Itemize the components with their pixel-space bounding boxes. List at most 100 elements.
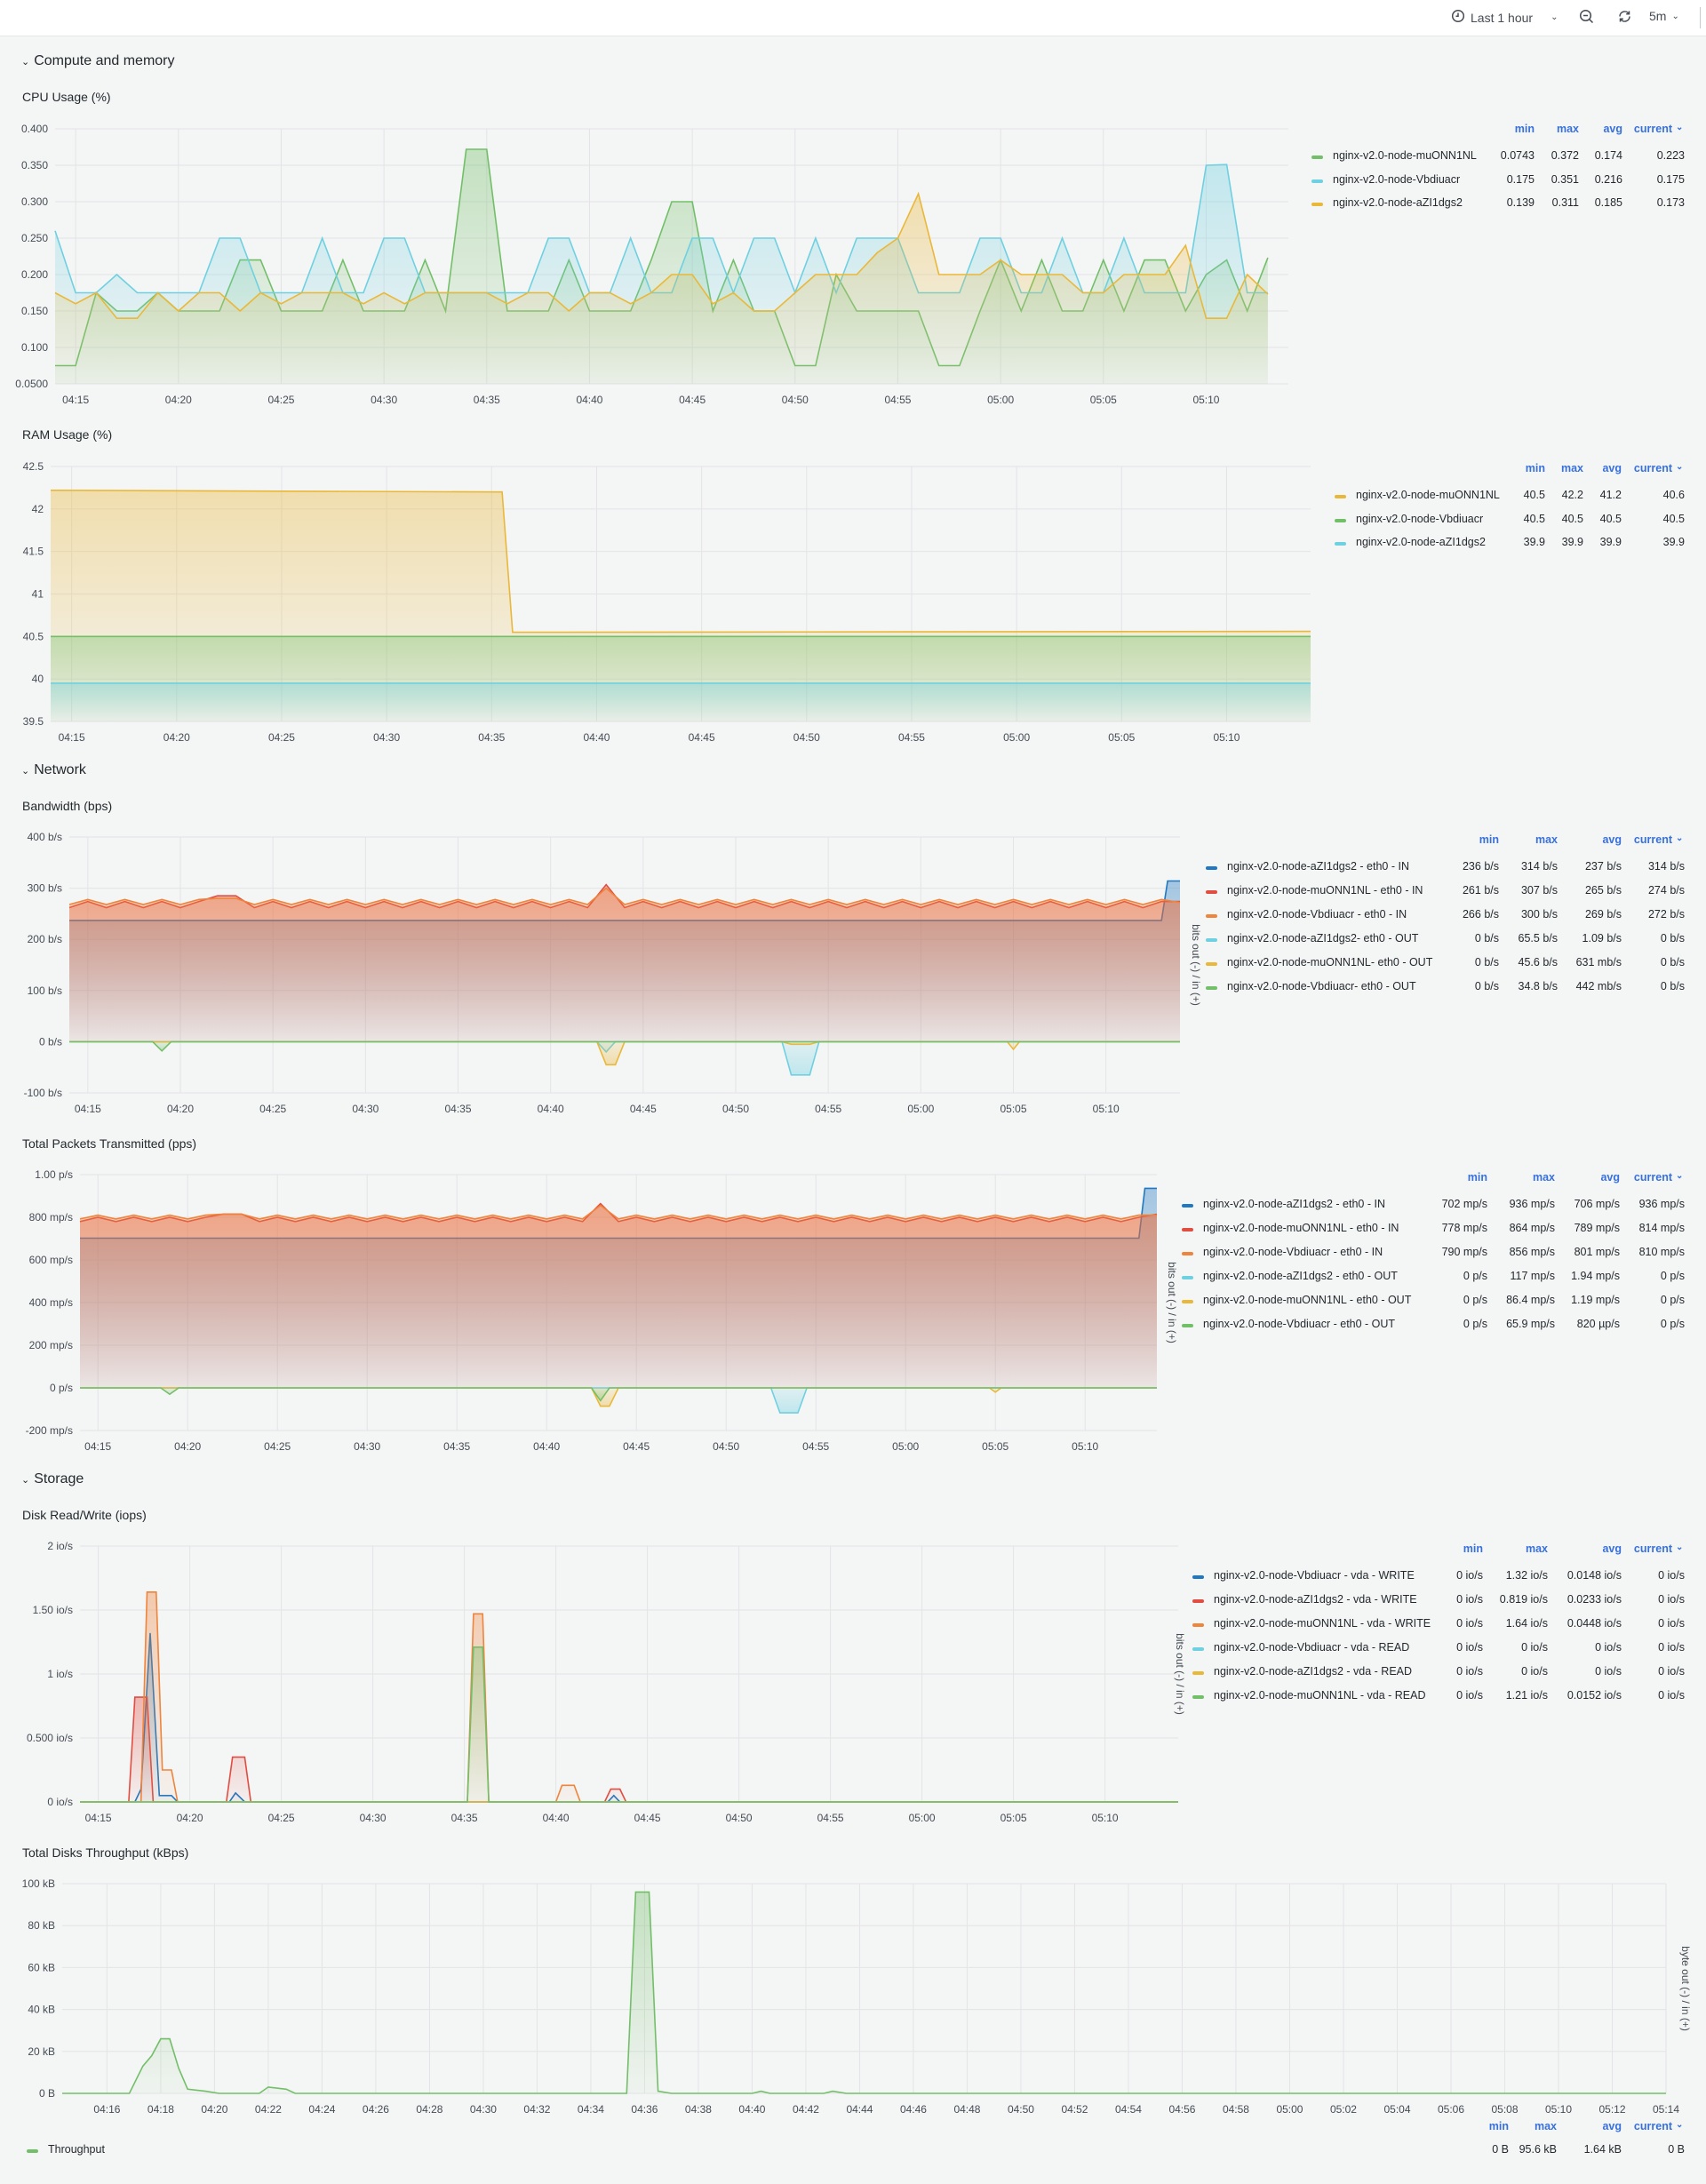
series-line[interactable] — [79, 1204, 1157, 1220]
series-line[interactable] — [50, 490, 1311, 634]
legend-series-name[interactable]: nginx-v2.0-node-aZI1dgs2 — [1333, 196, 1463, 209]
legend-series-name[interactable]: nginx-v2.0-node-Vbdiuacr — [1356, 512, 1484, 525]
legend-header-min[interactable]: min — [1525, 462, 1545, 474]
legend-series-name[interactable]: nginx-v2.0-node-aZI1dgs2 - eth0 - IN — [1203, 1198, 1385, 1210]
legend-header-max[interactable]: max — [1556, 123, 1579, 135]
legend-series-name[interactable]: nginx-v2.0-node-aZI1dgs2- eth0 - OUT — [1227, 932, 1419, 945]
x-tick-label: 04:20 — [201, 2103, 227, 2116]
y-tick-label: 42.5 — [23, 460, 44, 473]
legend-header-avg[interactable]: avg — [1603, 123, 1622, 135]
series-line[interactable] — [80, 1696, 1178, 1803]
series-line[interactable] — [54, 191, 1269, 319]
legend-header-min[interactable]: min — [1463, 1542, 1483, 1555]
legend-header-max[interactable]: max — [1534, 2120, 1557, 2132]
sort-chevron-icon[interactable]: ⌄ — [1676, 2120, 1684, 2130]
legend-header-current[interactable]: current — [1633, 833, 1672, 846]
x-tick-label: 05:00 — [1276, 2103, 1303, 2116]
legend-header-current[interactable]: current — [1633, 462, 1672, 474]
legend-series-name[interactable]: nginx-v2.0-node-muONN1NL — [1333, 149, 1477, 162]
legend-header-min[interactable]: min — [1488, 2120, 1509, 2132]
legend-series-name[interactable]: nginx-v2.0-node-muONN1NL - eth0 - OUT — [1203, 1294, 1412, 1306]
legend-series-name[interactable]: nginx-v2.0-node-Vbdiuacr - eth0 - IN — [1227, 908, 1407, 921]
y-tick-label: 41.5 — [23, 546, 44, 558]
series-color-swatch — [1192, 1575, 1204, 1579]
legend-series-name[interactable]: nginx-v2.0-node-aZI1dgs2 — [1356, 536, 1486, 548]
legend-header-max[interactable]: max — [1535, 833, 1558, 846]
legend-current-value: 0.173 — [1656, 196, 1685, 209]
x-tick-label: 04:15 — [59, 731, 85, 744]
x-tick-label: 04:55 — [817, 1812, 844, 1824]
x-tick-label: 05:14 — [1653, 2103, 1679, 2116]
legend-header-current[interactable]: current — [1633, 123, 1672, 135]
legend-series-name[interactable]: nginx-v2.0-node-muONN1NL — [1356, 489, 1500, 501]
sort-chevron-icon[interactable]: ⌄ — [1676, 833, 1684, 843]
series-line[interactable] — [69, 1040, 1180, 1052]
legend-header-avg[interactable]: avg — [1602, 462, 1622, 474]
series-line[interactable] — [69, 1040, 1180, 1066]
legend-header-current[interactable]: current — [1633, 2120, 1672, 2132]
legend-max-value: 42.2 — [1561, 489, 1583, 501]
refresh-interval-picker[interactable]: 5m ⌄ — [1649, 9, 1679, 23]
legend-min-value: 790 mp/s — [1441, 1246, 1487, 1258]
legend-current-value: 0 io/s — [1658, 1689, 1685, 1702]
legend-header-max[interactable]: max — [1525, 1542, 1548, 1555]
legend-series-name[interactable]: nginx-v2.0-node-aZI1dgs2 - vda - READ — [1214, 1665, 1413, 1678]
sort-chevron-icon[interactable]: ⌄ — [1676, 1171, 1684, 1181]
legend-header-min[interactable]: min — [1514, 123, 1535, 135]
legend-header-current[interactable]: current — [1633, 1171, 1672, 1184]
legend-series-name[interactable]: nginx-v2.0-node-Vbdiuacr - vda - WRITE — [1214, 1569, 1415, 1582]
chevron-down-icon: ⌄ — [21, 766, 30, 777]
legend-min-value: 266 b/s — [1462, 908, 1499, 921]
sort-chevron-icon[interactable]: ⌄ — [1676, 462, 1684, 472]
series-line[interactable] — [80, 1646, 1178, 1803]
legend-avg-value: 237 b/s — [1584, 860, 1622, 873]
zoom-out-button[interactable] — [1579, 9, 1594, 27]
x-tick-label: 04:55 — [802, 1440, 829, 1453]
legend-series-name[interactable]: Throughput — [48, 2143, 105, 2156]
series-line[interactable] — [62, 1891, 1666, 2094]
sort-chevron-icon[interactable]: ⌄ — [1676, 1542, 1684, 1552]
legend-current-value: 810 mp/s — [1638, 1246, 1685, 1258]
legend-series-name[interactable]: nginx-v2.0-node-Vbdiuacr — [1333, 172, 1461, 186]
legend-series-name[interactable]: nginx-v2.0-node-muONN1NL - eth0 - IN — [1227, 884, 1423, 897]
legend-series-name[interactable]: nginx-v2.0-node-Vbdiuacr- eth0 - OUT — [1227, 980, 1416, 992]
legend-header-max[interactable]: max — [1532, 1171, 1555, 1184]
sort-chevron-icon[interactable]: ⌄ — [1676, 123, 1684, 132]
legend-header-avg[interactable]: avg — [1602, 2120, 1622, 2132]
legend-header-max[interactable]: max — [1560, 462, 1583, 474]
thr-chart: 0 B 20 kB 40 kB 60 kB 80 kB 100 kB 04:16 04:18 0… — [22, 1877, 1692, 2116]
legend-series-name[interactable]: nginx-v2.0-node-aZI1dgs2 - vda - WRITE — [1214, 1593, 1417, 1606]
legend-header-min[interactable]: min — [1479, 833, 1499, 846]
legend-current-value: 0 io/s — [1658, 1641, 1685, 1654]
legend-series-name[interactable]: nginx-v2.0-node-muONN1NL - vda - WRITE — [1214, 1617, 1431, 1630]
series-color-swatch — [1182, 1252, 1193, 1255]
legend-series-name[interactable]: nginx-v2.0-node-muONN1NL- eth0 - OUT — [1227, 956, 1433, 968]
series-color-swatch — [1182, 1300, 1193, 1303]
refresh-icon — [1617, 9, 1632, 27]
legend-series-name[interactable]: nginx-v2.0-node-Vbdiuacr - eth0 - OUT — [1203, 1318, 1396, 1330]
legend-avg-value: 1.19 mp/s — [1571, 1294, 1620, 1306]
legend-header-avg[interactable]: avg — [1602, 833, 1622, 846]
series-line[interactable] — [68, 887, 1181, 905]
legend-series-name[interactable]: nginx-v2.0-node-muONN1NL - eth0 - IN — [1203, 1222, 1399, 1234]
series-color-swatch — [1206, 986, 1217, 990]
row-compute-and-memory[interactable]: ⌄ Compute and memory — [21, 53, 175, 69]
legend-header-avg[interactable]: avg — [1602, 1542, 1622, 1555]
legend-series-name[interactable]: nginx-v2.0-node-Vbdiuacr - eth0 - IN — [1203, 1246, 1383, 1258]
row-network[interactable]: ⌄ Network — [21, 762, 86, 778]
legend-header-min[interactable]: min — [1467, 1171, 1487, 1184]
x-tick-label: 05:06 — [1438, 2103, 1464, 2116]
time-range-picker[interactable]: Last 1 hour ⌄ — [1451, 9, 1558, 26]
cpu-panel-title: CPU Usage (%) — [22, 90, 111, 104]
legend-series-name[interactable]: nginx-v2.0-node-aZI1dgs2 - eth0 - IN — [1227, 860, 1409, 873]
series-line[interactable] — [80, 1387, 1157, 1402]
row-storage[interactable]: ⌄ Storage — [21, 1471, 84, 1487]
legend-series-name[interactable]: nginx-v2.0-node-muONN1NL - vda - READ — [1214, 1689, 1426, 1702]
legend-max-value: 1.64 io/s — [1505, 1617, 1548, 1630]
legend-series-name[interactable]: nginx-v2.0-node-Vbdiuacr - vda - READ — [1214, 1641, 1410, 1654]
chevron-down-icon: ⌄ — [21, 1475, 30, 1486]
legend-header-current[interactable]: current — [1633, 1542, 1672, 1555]
legend-series-name[interactable]: nginx-v2.0-node-aZI1dgs2 - eth0 - OUT — [1203, 1270, 1398, 1282]
legend-header-avg[interactable]: avg — [1600, 1171, 1620, 1184]
refresh-button[interactable] — [1617, 9, 1632, 27]
